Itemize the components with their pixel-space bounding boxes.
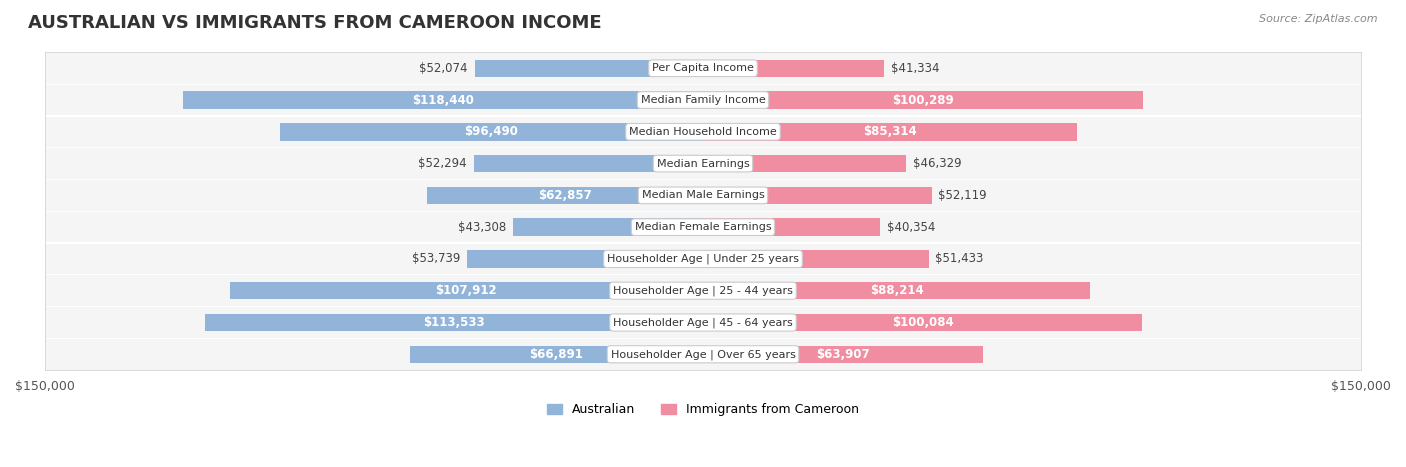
Text: Median Household Income: Median Household Income — [628, 127, 778, 137]
Bar — [45, 53, 1361, 84]
Bar — [229, 282, 703, 299]
Bar — [205, 314, 703, 331]
Bar — [474, 155, 703, 172]
Text: AUSTRALIAN VS IMMIGRANTS FROM CAMEROON INCOME: AUSTRALIAN VS IMMIGRANTS FROM CAMEROON I… — [28, 14, 602, 32]
Bar — [45, 149, 1361, 179]
Bar — [280, 123, 703, 141]
Text: Householder Age | Under 25 years: Householder Age | Under 25 years — [607, 254, 799, 264]
Bar — [45, 85, 1361, 115]
Text: $51,433: $51,433 — [935, 253, 984, 265]
Bar — [467, 250, 703, 268]
Bar — [703, 187, 932, 204]
Bar — [703, 282, 1090, 299]
Text: $52,119: $52,119 — [938, 189, 987, 202]
Bar — [703, 123, 1077, 141]
Bar — [45, 276, 1361, 306]
Bar — [45, 339, 1361, 369]
Bar — [703, 346, 983, 363]
Bar — [703, 314, 1142, 331]
Text: Source: ZipAtlas.com: Source: ZipAtlas.com — [1260, 14, 1378, 24]
Text: Householder Age | 25 - 44 years: Householder Age | 25 - 44 years — [613, 285, 793, 296]
Bar — [45, 244, 1361, 274]
Bar — [45, 212, 1361, 242]
Bar — [513, 219, 703, 236]
Text: $113,533: $113,533 — [423, 316, 485, 329]
Text: Median Family Income: Median Family Income — [641, 95, 765, 105]
Text: $43,308: $43,308 — [458, 221, 506, 234]
Bar — [703, 219, 880, 236]
Text: $66,891: $66,891 — [529, 348, 583, 361]
Text: $53,739: $53,739 — [412, 253, 461, 265]
Text: $100,084: $100,084 — [891, 316, 953, 329]
Text: $88,214: $88,214 — [870, 284, 924, 297]
Bar — [45, 307, 1361, 338]
Bar — [475, 59, 703, 77]
Text: Householder Age | Over 65 years: Householder Age | Over 65 years — [610, 349, 796, 360]
Bar — [409, 346, 703, 363]
Text: $46,329: $46,329 — [912, 157, 962, 170]
Bar — [183, 91, 703, 109]
Text: $52,074: $52,074 — [419, 62, 468, 75]
Bar — [427, 187, 703, 204]
Text: $118,440: $118,440 — [412, 93, 474, 106]
Text: $52,294: $52,294 — [419, 157, 467, 170]
Text: Per Capita Income: Per Capita Income — [652, 63, 754, 73]
Text: $41,334: $41,334 — [891, 62, 939, 75]
Bar — [45, 117, 1361, 147]
Bar — [703, 91, 1143, 109]
Bar — [703, 59, 884, 77]
Text: $40,354: $40,354 — [887, 221, 935, 234]
Text: $96,490: $96,490 — [464, 125, 519, 138]
Text: $100,289: $100,289 — [893, 93, 953, 106]
Text: Median Earnings: Median Earnings — [657, 159, 749, 169]
Text: Householder Age | 45 - 64 years: Householder Age | 45 - 64 years — [613, 317, 793, 328]
Text: $107,912: $107,912 — [436, 284, 498, 297]
Legend: Australian, Immigrants from Cameroon: Australian, Immigrants from Cameroon — [543, 398, 863, 421]
Bar — [703, 155, 907, 172]
Bar — [703, 250, 928, 268]
Text: $63,907: $63,907 — [817, 348, 870, 361]
Text: Median Male Earnings: Median Male Earnings — [641, 191, 765, 200]
Text: Median Female Earnings: Median Female Earnings — [634, 222, 772, 232]
Text: $62,857: $62,857 — [538, 189, 592, 202]
Text: $85,314: $85,314 — [863, 125, 917, 138]
Bar — [45, 180, 1361, 211]
